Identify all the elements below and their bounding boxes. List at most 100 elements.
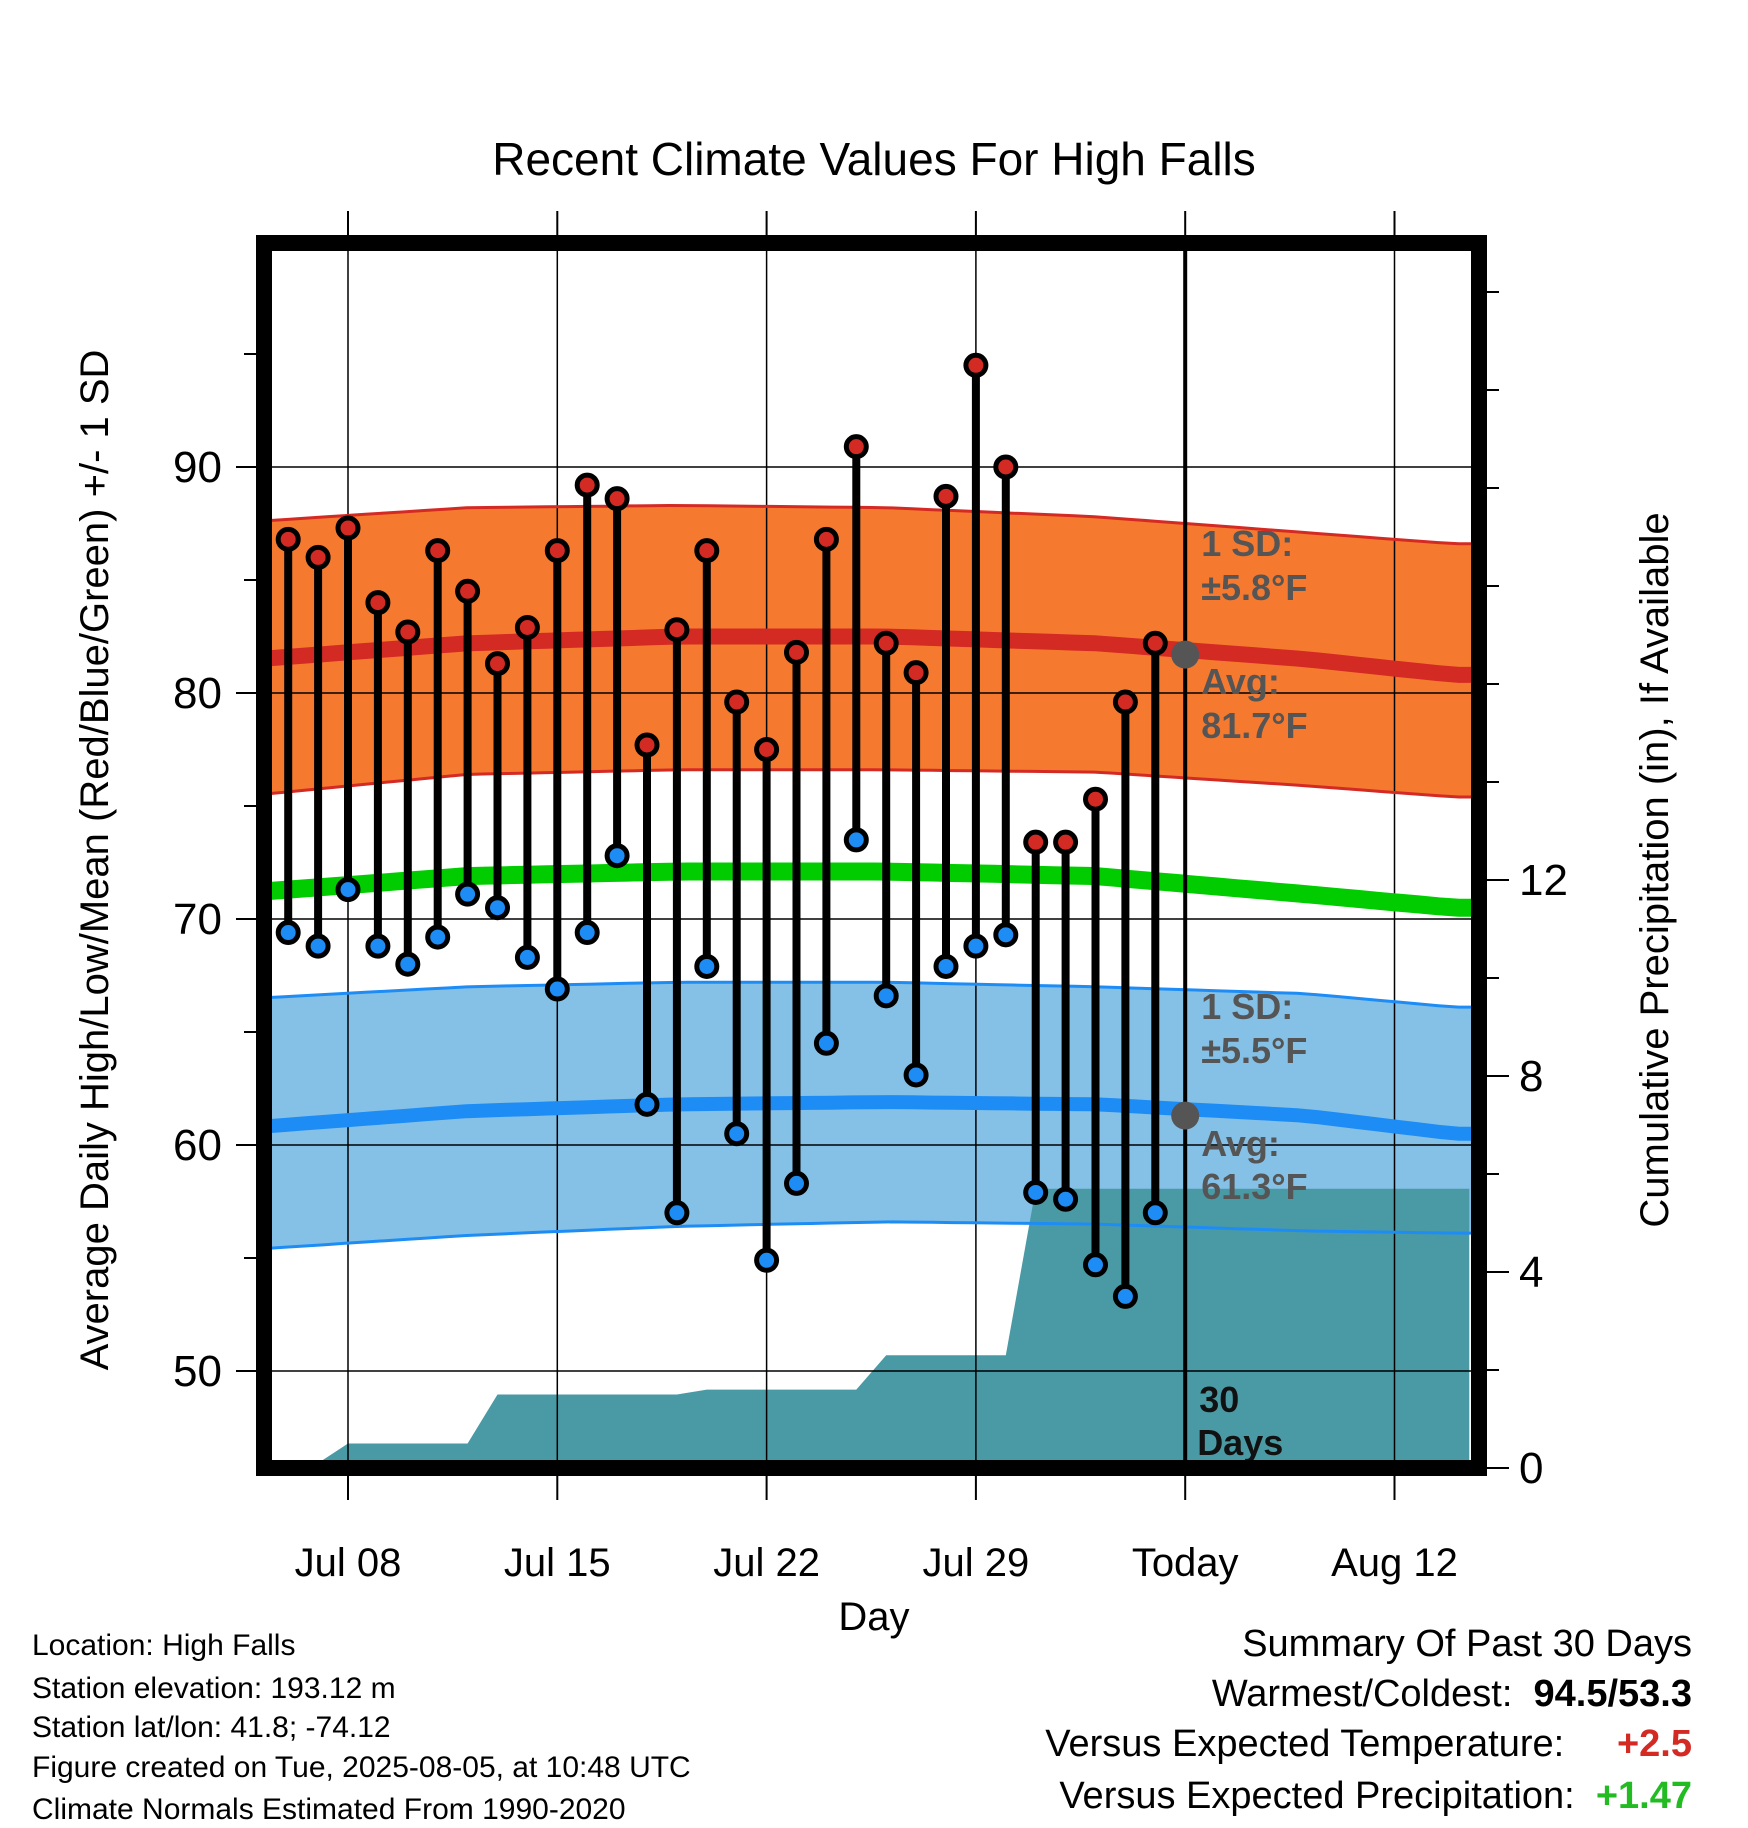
high-point [1083,786,1108,812]
low-point [1023,1179,1049,1205]
high-point [455,578,481,604]
mean-avg-line [264,862,1479,917]
y-axis-label: Average Daily High/Low/Mean (Red/Blue/Gr… [73,350,117,1371]
y2-tick-label: 12 [1519,856,1568,905]
y-tick-label: 80 [173,669,222,718]
low-point [1083,1252,1108,1278]
high-point [993,454,1019,480]
high-point [634,732,660,758]
warm-cold-label: Warmest/Coldest: [1211,1673,1513,1715]
y-tick-label: 90 [173,443,222,492]
y2-tick-label: 0 [1519,1444,1543,1493]
x-tick-label: Jul 22 [713,1541,820,1585]
info-created: Figure created on Tue, 2025-08-05, at 10… [32,1751,691,1784]
low-point [1112,1283,1138,1309]
low-point [335,877,361,903]
low-point [425,924,451,950]
high-point [485,651,510,677]
precip-area [264,1188,1470,1468]
low-point [963,933,989,959]
high-point [275,526,301,552]
low-point [813,1030,839,1056]
low-point [305,933,331,959]
high-point [305,544,331,570]
low-sd-value: ±5.5°F [1201,1030,1307,1071]
warm-cold-value: 94.5/53.3 [1533,1673,1692,1715]
today-high-avg-marker [1171,640,1200,669]
low-avg-value: 61.3°F [1201,1166,1307,1207]
low-point [604,843,630,869]
high-point [604,486,630,512]
days-label-number: 30 [1199,1379,1239,1420]
summary-warm-cold: Warmest/Coldest: 94.5/53.3 [1212,1673,1692,1716]
high-sd-label: 1 SD: [1201,523,1293,564]
low-point [843,827,869,853]
high-point [1142,630,1168,656]
x-tick-label: Jul 29 [923,1541,1030,1585]
x-tick-label: Today [1132,1541,1239,1585]
chart-title: Recent Climate Values For High Falls [492,133,1256,185]
low-point [514,944,540,970]
low-avg-label: Avg: [1201,1123,1280,1164]
y2-tick-label: 4 [1519,1248,1543,1297]
plot-inner [264,243,1479,1468]
high-point [544,538,570,564]
y2-axis-label: Cumulative Precipitation (in), If Availa… [1633,512,1677,1227]
info-elevation: Station elevation: 193.12 m [32,1672,396,1705]
low-point [455,881,481,907]
low-point [485,895,510,921]
x-tick-label: Aug 12 [1331,1541,1458,1585]
high-point [813,526,839,552]
low-sd-band [264,982,1479,1249]
high-sd-band [264,505,1479,797]
high-point [514,614,540,640]
low-point [724,1121,750,1147]
plot-frame [256,235,1487,1476]
x-tick-label: Jul 08 [295,1541,402,1585]
high-point [784,639,809,665]
low-point [754,1247,780,1273]
low-point [574,920,600,946]
high-point [664,617,690,643]
high-point [1053,829,1079,855]
high-avg-value: 81.7°F [1201,705,1307,746]
high-avg-label: Avg: [1201,661,1280,702]
low-sd-lower-line [264,1220,1479,1251]
high-point [395,619,421,645]
precip-value: +1.47 [1595,1775,1692,1817]
info-latlon: Station lat/lon: 41.8; -74.12 [32,1711,391,1744]
summary-title: Summary Of Past 30 Days [1242,1623,1692,1665]
temp-value: +2.5 [1616,1723,1692,1765]
days-label-text: Days [1197,1422,1283,1463]
x-tick-label: Jul 15 [504,1541,611,1585]
high-point [365,590,391,616]
high-point [425,538,451,564]
high-point [724,689,750,715]
low-point [1142,1200,1168,1226]
high-point [873,630,899,656]
high-point [694,538,720,564]
summary-precip: Versus Expected Precipitation: +1.47 [1059,1775,1692,1818]
low-point [933,953,959,979]
low-point [544,976,570,1002]
low-avg-line [264,1095,1479,1141]
high-point [843,434,869,460]
summary-temp: Versus Expected Temperature: +2.5 [1045,1723,1692,1766]
high-point [963,352,989,378]
low-point [395,951,421,977]
high-sd-upper-line [264,503,1479,546]
high-point [1023,829,1049,855]
temp-label: Versus Expected Temperature: [1045,1723,1565,1765]
y-tick-label: 50 [173,1347,222,1396]
low-point [664,1200,690,1226]
info-normals: Climate Normals Estimated From 1990-2020 [32,1793,626,1826]
precip-label: Versus Expected Precipitation: [1059,1775,1575,1817]
high-point [574,472,600,498]
low-sd-upper-line [264,980,1479,1009]
high-point [903,660,929,686]
high-point [933,483,959,509]
low-point [873,983,899,1009]
high-point [754,737,780,762]
